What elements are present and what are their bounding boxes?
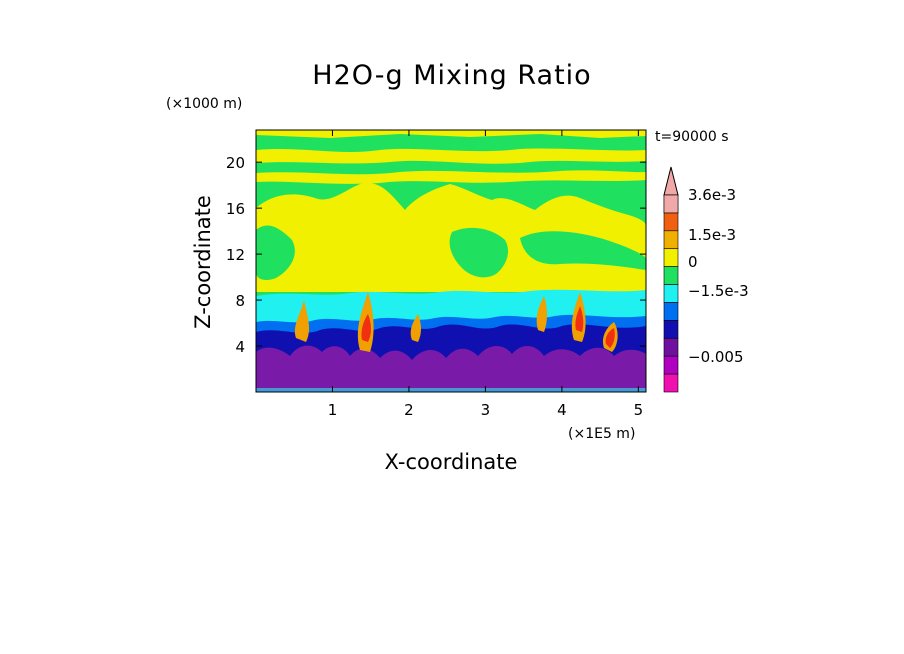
colorbar-swatch <box>663 230 679 250</box>
y-tick-label: 16 <box>226 200 245 218</box>
field-bottom-cyan <box>256 388 646 392</box>
y-tick-label: 4 <box>235 338 245 356</box>
x-tick-label: 5 <box>634 401 644 419</box>
colorbar-label: 3.6e-3 <box>688 186 736 204</box>
y-tick-label: 12 <box>226 246 245 264</box>
plume-6-core <box>605 328 615 348</box>
colorbar-swatch <box>663 212 679 232</box>
x-tick-label: 3 <box>481 401 491 419</box>
field-yellow-top <box>256 130 646 138</box>
x-tick-label: 1 <box>328 401 338 419</box>
plume-4 <box>536 296 547 332</box>
plume-5-core <box>575 306 584 332</box>
plume-1 <box>294 300 310 342</box>
field-yellow-band-1 <box>256 148 646 164</box>
colorbar-swatch <box>663 355 679 375</box>
colorbar-swatch <box>663 373 679 393</box>
colorbar-label: −0.005 <box>688 348 744 366</box>
colorbar <box>663 166 679 393</box>
x-axis: 1 2 3 4 5 <box>328 130 643 419</box>
colorbar-label: 0 <box>688 253 698 271</box>
x-tick-label: 2 <box>404 401 414 419</box>
field-purple <box>256 345 646 392</box>
field-yellow-band-2 <box>256 170 646 184</box>
chart-title: H2O-g Mixing Ratio <box>312 60 591 91</box>
plot-frame <box>255 129 647 393</box>
x-axis-label: X-coordinate <box>385 450 518 474</box>
colorbar-swatch <box>663 302 679 321</box>
colorbar-swatch <box>663 337 679 357</box>
y-unit-label: (×1000 m) <box>166 96 242 112</box>
colorbar-label: −1.5e-3 <box>688 282 749 300</box>
y-tick-label: 20 <box>226 154 245 172</box>
colorbar-swatch <box>663 320 679 339</box>
x-unit-label: (×1E5 m) <box>568 426 635 442</box>
colorbar-labels: 3.6e-3 1.5e-3 0 −1.5e-3 −0.005 <box>688 186 749 366</box>
y-tick-label: 8 <box>235 292 245 310</box>
field-green-pocket-1 <box>256 225 295 280</box>
colorbar-swatch-top <box>663 194 679 214</box>
time-label: t=90000 s <box>655 129 729 145</box>
x-tick-label: 4 <box>557 401 567 419</box>
colorbar-swatch <box>663 284 679 303</box>
y-axis-label: Z-coordinate <box>191 195 215 329</box>
plume-2-core <box>361 314 371 342</box>
y-axis: 4 8 12 16 20 <box>226 154 646 356</box>
plume-3 <box>410 314 421 342</box>
colorbar-label: 1.5e-3 <box>688 226 736 244</box>
colorbar-swatch <box>663 266 679 285</box>
colorbar-swatch <box>663 248 679 267</box>
field-green-pocket-2 <box>449 227 509 278</box>
field-green-pocket-3 <box>520 231 646 270</box>
heatmap-field <box>256 130 646 392</box>
colorbar-cap <box>663 166 679 196</box>
